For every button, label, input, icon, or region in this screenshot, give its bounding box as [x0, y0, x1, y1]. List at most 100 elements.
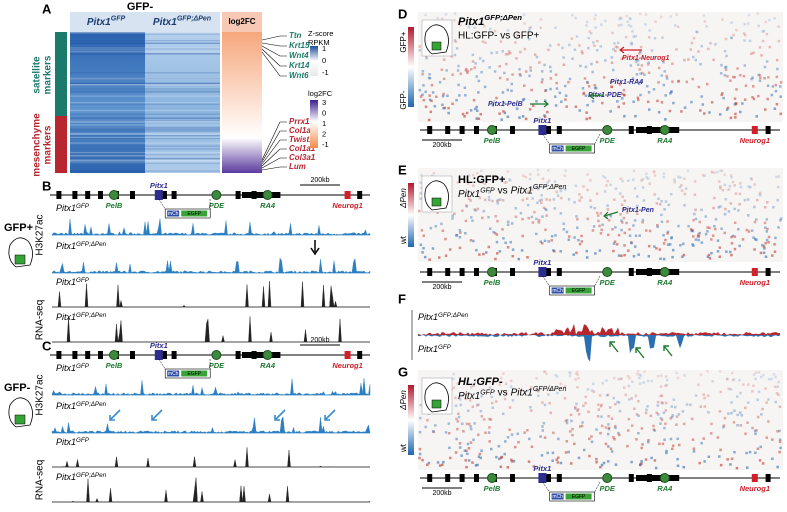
hic-pixel	[736, 423, 739, 427]
hic-pixel	[590, 435, 593, 438]
hic-pixel	[544, 89, 548, 92]
hic-pixel	[628, 376, 631, 380]
hic-pixel	[463, 449, 467, 452]
hic-pixel	[577, 456, 581, 460]
hic-pixel	[723, 183, 727, 187]
hic-pixel	[523, 84, 526, 87]
heatmap-stripe	[70, 77, 220, 80]
hic-pixel	[665, 74, 668, 78]
hic-pixel	[605, 215, 608, 218]
hic-pixel	[757, 94, 760, 98]
hic-pixel	[771, 438, 774, 441]
hic-pixel	[575, 251, 578, 255]
hic-pixel	[477, 433, 480, 437]
hic-pixel	[730, 176, 733, 179]
hic-pixel	[576, 408, 580, 411]
hic-pixel	[471, 53, 475, 57]
hic-pixel	[540, 454, 544, 457]
hic-pixel	[457, 20, 461, 24]
hic-pixel	[617, 105, 621, 109]
limb-icon	[14, 254, 26, 265]
hic-pixel	[646, 405, 649, 408]
hic-pixel	[442, 77, 446, 81]
hic-pixel	[732, 421, 736, 424]
gene-exon	[171, 351, 177, 359]
hic-pixel	[752, 236, 755, 239]
construct-label: mCh	[552, 494, 563, 500]
hic-pixel	[547, 179, 551, 183]
hic-pixel	[527, 460, 531, 463]
hic-pixel	[778, 438, 782, 441]
hic-pixel	[696, 235, 700, 238]
hic-pixel	[640, 459, 643, 463]
hic-pixel	[563, 385, 567, 388]
hic-pixel	[683, 204, 686, 207]
label-base: Pitx1	[458, 16, 484, 28]
heatmap-stripe	[70, 119, 220, 122]
hic-pixel	[472, 383, 475, 387]
hic-pixel	[758, 191, 762, 195]
hic-pixel	[600, 228, 603, 232]
hic-pixel	[657, 197, 660, 201]
hic-pixel	[724, 66, 727, 69]
hic-pixel	[672, 398, 676, 401]
hic-pixel	[469, 199, 472, 202]
hic-pixel	[697, 50, 700, 53]
hic-pixel	[778, 450, 781, 454]
hic-pixel	[660, 401, 664, 404]
hic-pixel	[555, 87, 559, 90]
gene-body	[636, 127, 680, 133]
hic-pixel	[576, 385, 579, 389]
hic-pixel	[773, 250, 777, 253]
hic-pixel	[549, 411, 553, 415]
hic-pixel	[475, 117, 478, 120]
hic-pixel	[758, 74, 762, 77]
hic-pixel	[779, 446, 782, 450]
hic-pixel	[731, 180, 735, 184]
hic-pixel	[664, 94, 667, 97]
hic-pixel	[632, 224, 635, 227]
hic-pixel	[529, 25, 533, 29]
hic-pixel	[470, 385, 473, 389]
label-base: Pitx1	[56, 277, 76, 287]
hic-pixel	[646, 100, 650, 104]
hic-pixel	[577, 376, 580, 380]
hic-pixel	[420, 173, 423, 177]
enhancer	[109, 350, 119, 360]
hic-pixel	[755, 115, 758, 118]
hic-pixel	[671, 255, 674, 259]
locus-label: Pitx1	[533, 464, 551, 473]
hic-pixel	[421, 70, 425, 73]
panel-label: G	[398, 364, 408, 379]
enhancer	[211, 190, 222, 200]
hic-pixel	[543, 63, 546, 67]
hic-pixel	[635, 60, 638, 63]
header-bar	[70, 12, 220, 32]
hic-pixel	[595, 60, 599, 64]
hic-pixel	[728, 250, 732, 254]
hic-pixel	[456, 427, 459, 431]
gene-exon	[556, 474, 562, 482]
construct-lines	[542, 275, 601, 287]
scale-tick: -1	[322, 68, 329, 77]
hic-pixel	[762, 251, 766, 255]
label-sup: GFP;ΔPen	[76, 312, 107, 319]
hic-pixel	[565, 421, 569, 425]
hic-pixel	[459, 72, 463, 76]
hic-pixel	[748, 39, 752, 43]
hic-pixel	[635, 73, 639, 76]
hic-pixel	[623, 231, 627, 235]
hic-pixel	[694, 394, 698, 397]
hic-pixel	[508, 51, 512, 55]
heatmap-stripe	[70, 120, 220, 122]
neurog1-gene	[751, 126, 758, 134]
hic-pixel	[563, 174, 566, 178]
hic-pixel	[616, 41, 620, 45]
construct-label: mCh	[168, 371, 179, 377]
neurog1-gene	[344, 351, 351, 359]
hic-pixel	[418, 45, 421, 48]
hic-pixel	[529, 409, 533, 412]
hic-pixel	[553, 95, 557, 98]
locus-label: Pitx1	[533, 116, 551, 125]
hic-pixel	[465, 205, 469, 208]
